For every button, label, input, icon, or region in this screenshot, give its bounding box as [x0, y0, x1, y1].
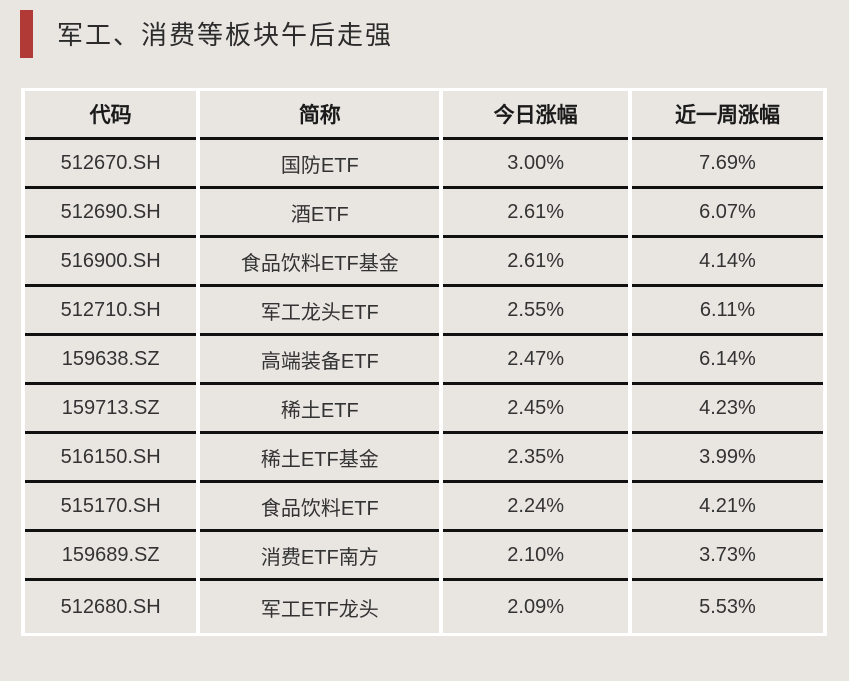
code-cell: 512710.SH	[25, 287, 197, 336]
table-row: 512690.SH 酒ETF 2.61% 6.07%	[25, 189, 823, 238]
column-header-code: 代码	[25, 91, 197, 140]
code-cell: 512670.SH	[25, 140, 197, 189]
code-cell: 512690.SH	[25, 189, 197, 238]
column-header-week: 近一周涨幅	[631, 91, 823, 140]
name-cell: 军工ETF龙头	[200, 581, 440, 633]
week-change-cell: 6.07%	[631, 189, 823, 238]
code-cell: 159689.SZ	[25, 532, 197, 581]
today-change-cell: 2.55%	[443, 287, 628, 336]
table-row: 512680.SH 军工ETF龙头 2.09% 5.53%	[25, 581, 823, 633]
name-cell: 稀土ETF	[200, 385, 440, 434]
code-cell: 516900.SH	[25, 238, 197, 287]
today-change-cell: 2.61%	[443, 189, 628, 238]
week-change-cell: 3.73%	[631, 532, 823, 581]
code-cell: 515170.SH	[25, 483, 197, 532]
week-change-cell: 6.14%	[631, 336, 823, 385]
today-change-cell: 3.00%	[443, 140, 628, 189]
today-change-cell: 2.24%	[443, 483, 628, 532]
today-change-cell: 2.10%	[443, 532, 628, 581]
week-change-cell: 4.21%	[631, 483, 823, 532]
week-change-cell: 4.23%	[631, 385, 823, 434]
name-cell: 国防ETF	[200, 140, 440, 189]
name-cell: 高端装备ETF	[200, 336, 440, 385]
code-cell: 516150.SH	[25, 434, 197, 483]
week-change-cell: 6.11%	[631, 287, 823, 336]
table-row: 515170.SH 食品饮料ETF 2.24% 4.21%	[25, 483, 823, 532]
table-row: 159689.SZ 消费ETF南方 2.10% 3.73%	[25, 532, 823, 581]
name-cell: 食品饮料ETF	[200, 483, 440, 532]
today-change-cell: 2.09%	[443, 581, 628, 633]
name-cell: 食品饮料ETF基金	[200, 238, 440, 287]
today-change-cell: 2.45%	[443, 385, 628, 434]
table-row: 159713.SZ 稀土ETF 2.45% 4.23%	[25, 385, 823, 434]
etf-table-frame: 代码 简称 今日涨幅 近一周涨幅 512670.SH 国防ETF 3.00% 7…	[21, 88, 827, 636]
name-cell: 酒ETF	[200, 189, 440, 238]
etf-table: 代码 简称 今日涨幅 近一周涨幅 512670.SH 国防ETF 3.00% 7…	[21, 91, 827, 633]
table-row: 512670.SH 国防ETF 3.00% 7.69%	[25, 140, 823, 189]
column-header-today: 今日涨幅	[443, 91, 628, 140]
today-change-cell: 2.35%	[443, 434, 628, 483]
column-header-name: 简称	[200, 91, 440, 140]
table-row: 516900.SH 食品饮料ETF基金 2.61% 4.14%	[25, 238, 823, 287]
name-cell: 消费ETF南方	[200, 532, 440, 581]
today-change-cell: 2.47%	[443, 336, 628, 385]
week-change-cell: 4.14%	[631, 238, 823, 287]
table-row: 159638.SZ 高端装备ETF 2.47% 6.14%	[25, 336, 823, 385]
name-cell: 稀土ETF基金	[200, 434, 440, 483]
code-cell: 159638.SZ	[25, 336, 197, 385]
code-cell: 512680.SH	[25, 581, 197, 633]
today-change-cell: 2.61%	[443, 238, 628, 287]
page-title: 军工、消费等板块午后走强	[57, 20, 394, 50]
table-header-row: 代码 简称 今日涨幅 近一周涨幅	[25, 91, 823, 140]
week-change-cell: 7.69%	[631, 140, 823, 189]
section-title-row: 军工、消费等板块午后走强	[20, 9, 849, 58]
table-row: 512710.SH 军工龙头ETF 2.55% 6.11%	[25, 287, 823, 336]
table-row: 516150.SH 稀土ETF基金 2.35% 3.99%	[25, 434, 823, 483]
week-change-cell: 3.99%	[631, 434, 823, 483]
name-cell: 军工龙头ETF	[200, 287, 440, 336]
week-change-cell: 5.53%	[631, 581, 823, 633]
code-cell: 159713.SZ	[25, 385, 197, 434]
red-accent-bar	[20, 9, 33, 58]
